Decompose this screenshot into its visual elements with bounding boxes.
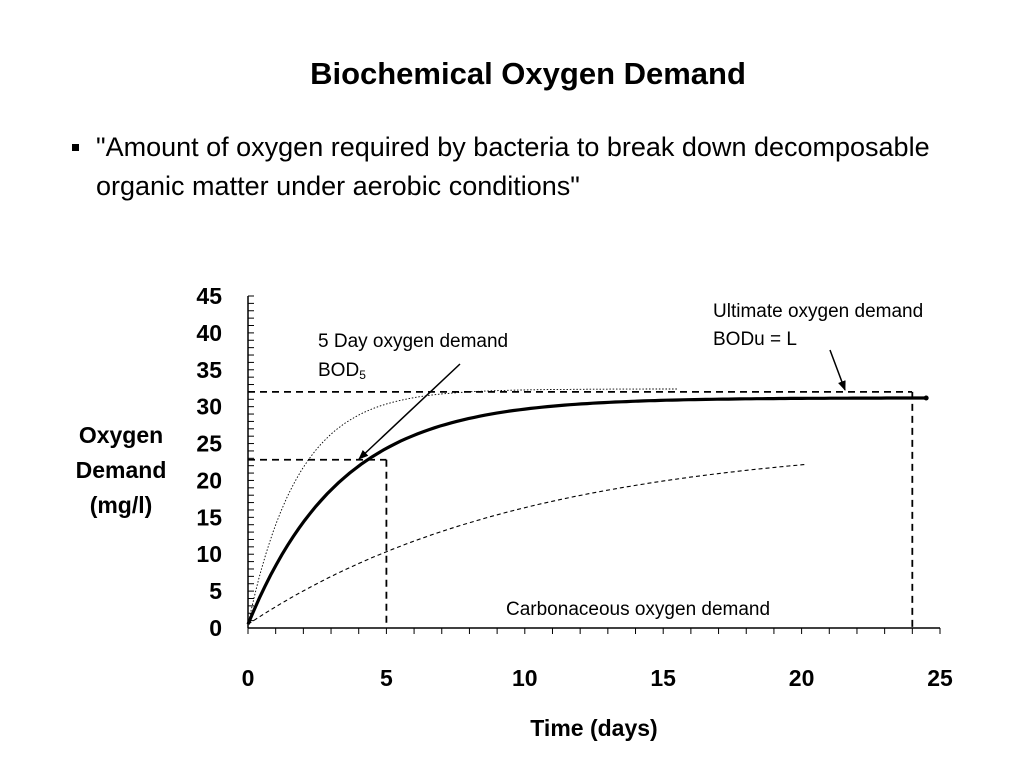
y-axis-title-line: (mg/l) [90,492,153,518]
x-axis-title: Time (days) [530,715,657,741]
x-tick-label: 25 [927,665,953,691]
x-tick-label: 10 [512,665,538,691]
y-axis-title-line: Oxygen [79,422,163,448]
y-tick-label: 45 [196,283,222,309]
bod5-main-text: BOD [318,360,359,381]
y-tick-label: 20 [196,467,222,493]
y-tick-label: 35 [196,357,222,383]
y-tick-label: 30 [196,394,222,420]
page-title: Biochemical Oxygen Demand [310,56,746,91]
bod5-annotation-line1: 5 Day oxygen demand [318,331,508,352]
bod5-subscript: 5 [359,368,366,382]
definition-text: "Amount of oxygen required by bacteria t… [96,132,930,201]
reference-lines [248,391,914,628]
bod5-arrow [358,363,461,460]
bod-curves [246,388,929,625]
bod5-annotation-line2: BOD5 [318,360,366,382]
series-line-dotted-thin [247,388,677,625]
main-curve-end-point [923,395,929,401]
x-tick-label: 15 [650,665,676,691]
chart-labels: 5 Day oxygen demand BOD5 Ultimate oxygen d… [318,301,923,620]
y-tick-label: 25 [196,431,222,457]
x-tick-label: 0 [242,665,255,691]
x-tick-label: 20 [789,665,815,691]
y-tick-label: 40 [196,320,222,346]
y-tick-label: 15 [196,504,222,530]
carbonaceous-annotation: Carbonaceous oxygen demand [506,599,770,620]
y-tick-label: 5 [209,578,222,604]
ultimate-annotation-line2: BODu = L [713,329,797,350]
series-line-solid-thick [246,396,927,625]
series-line-dashed-thin [247,463,808,625]
y-axis-title-line: Demand [76,457,167,483]
ultimate-annotation-line1: Ultimate oxygen demand [713,301,923,322]
y-tick-label: 10 [196,541,222,567]
ultimate-arrow [829,349,846,391]
chart-axes: 45 40 35 30 25 20 15 10 5 00 5 10 15 20 25 Time (days) O… [76,283,953,741]
bullet-square-icon [72,144,79,151]
x-tick-label: 5 [380,665,393,691]
y-tick-label: 0 [209,615,222,641]
